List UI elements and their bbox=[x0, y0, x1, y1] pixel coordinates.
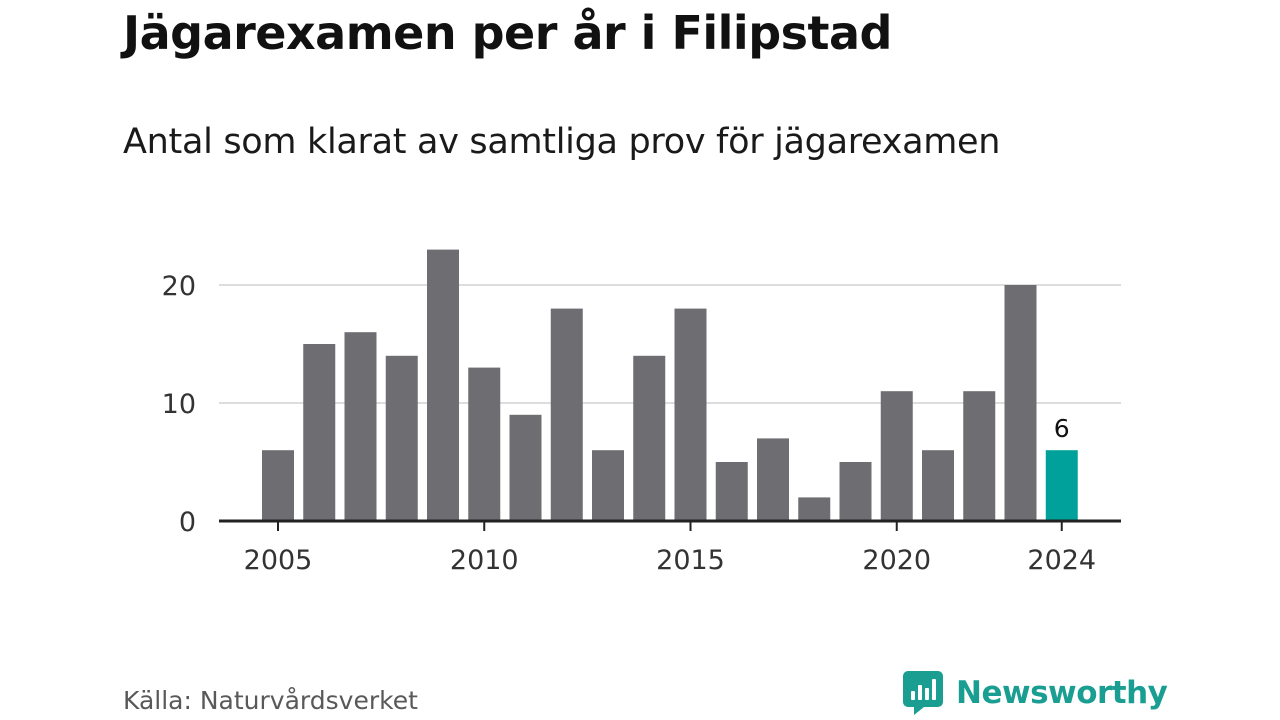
bar-2011 bbox=[509, 414, 542, 521]
bar-2022 bbox=[963, 391, 996, 521]
source-note: Källa: Naturvårdsverket bbox=[123, 686, 418, 715]
newsworthy-logo-icon bbox=[903, 671, 943, 715]
x-tick-label: 2024 bbox=[1027, 545, 1096, 576]
chart-title: Jägarexamen per år i Filipstad bbox=[123, 6, 892, 60]
bar-2020 bbox=[880, 391, 913, 521]
y-tick-label: 0 bbox=[179, 507, 196, 538]
bar-2019 bbox=[839, 462, 872, 521]
y-tick-label: 10 bbox=[162, 389, 196, 420]
bar-2024 bbox=[1045, 450, 1078, 521]
bar-2023 bbox=[1004, 285, 1037, 521]
bar-2013 bbox=[592, 450, 624, 521]
bar-2017 bbox=[757, 438, 789, 521]
bar-2008 bbox=[385, 355, 418, 521]
bar-2016 bbox=[715, 462, 748, 521]
bar-chart: 0 10 20 6 2005 2010 2015 2020 2024 bbox=[162, 249, 1121, 576]
y-tick-label: 20 bbox=[162, 271, 196, 302]
x-tick-label: 2015 bbox=[656, 545, 725, 576]
bar-2006 bbox=[303, 344, 336, 521]
x-tick-label: 2005 bbox=[244, 545, 313, 576]
bar-2005 bbox=[262, 450, 294, 521]
bar-2018 bbox=[798, 497, 831, 521]
bar-2010 bbox=[468, 367, 501, 521]
bar-2015 bbox=[674, 308, 707, 521]
bar-2012 bbox=[550, 308, 583, 521]
x-tick-label: 2020 bbox=[862, 545, 931, 576]
brand: Newsworthy bbox=[902, 670, 1168, 716]
bar-2009 bbox=[427, 249, 459, 521]
data-label: 6 bbox=[1054, 414, 1070, 443]
chart-subtitle: Antal som klarat av samtliga prov för jä… bbox=[123, 122, 1001, 162]
bar-2014 bbox=[633, 355, 666, 521]
bar-2007 bbox=[344, 332, 377, 521]
bar-2021 bbox=[922, 450, 954, 521]
x-tick-label: 2010 bbox=[450, 545, 519, 576]
brand-name: Newsworthy bbox=[956, 675, 1168, 711]
